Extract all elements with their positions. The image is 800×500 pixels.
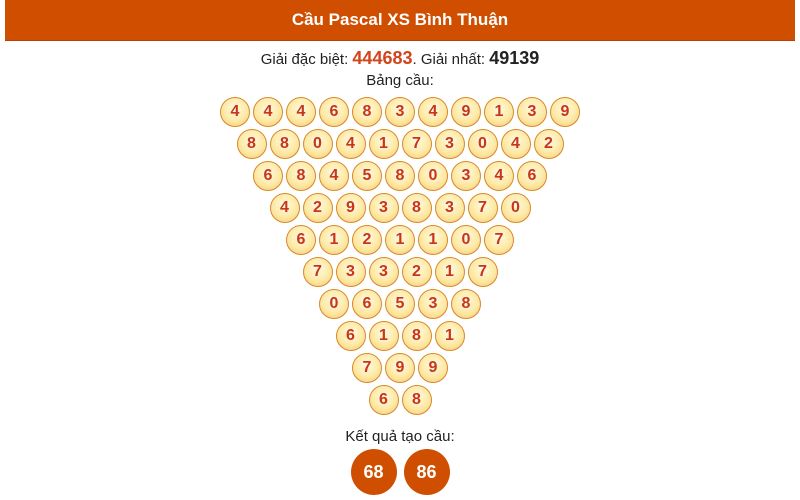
- result-label: Kết quả tạo cầu:: [345, 428, 455, 445]
- digit-ball: 4: [269, 193, 300, 223]
- digit-ball: 0: [500, 193, 531, 223]
- digit-ball: 8: [401, 321, 432, 351]
- digit-ball: 9: [335, 193, 366, 223]
- first-prize-label: Giải nhất:: [420, 51, 490, 68]
- digit-ball: 3: [335, 257, 366, 287]
- digit-ball: 6: [253, 161, 283, 191]
- special-prize-value: 444683: [352, 48, 413, 68]
- digit-ball: 3: [368, 193, 399, 223]
- digit-ball: 0: [319, 289, 349, 319]
- digit-ball: 8: [286, 161, 316, 191]
- digit-ball: 6: [368, 385, 399, 415]
- digit-ball: 8: [451, 289, 481, 319]
- digit-ball: 4: [500, 129, 531, 159]
- page-title: Cầu Pascal XS Bình Thuận: [291, 10, 509, 29]
- digit-ball: 3: [434, 129, 465, 159]
- digit-ball: 2: [352, 225, 382, 255]
- digit-ball: 1: [368, 129, 399, 159]
- digit-ball: 7: [352, 353, 382, 383]
- digit-ball: 9: [451, 97, 481, 127]
- digit-ball: 4: [253, 97, 283, 127]
- digit-ball: 6: [286, 225, 316, 255]
- page-header: Cầu Pascal XS Bình Thuận: [5, 0, 795, 41]
- digit-ball: 1: [319, 225, 349, 255]
- result-ball: 68: [350, 449, 397, 495]
- digit-ball: 7: [401, 129, 432, 159]
- prize-line: Giải đặc biệt: 444683. Giải nhất: 49139: [0, 48, 800, 69]
- digit-ball: 8: [269, 129, 300, 159]
- digit-ball: 3: [385, 97, 415, 127]
- digit-ball: 8: [385, 161, 415, 191]
- digit-ball: 1: [368, 321, 399, 351]
- digit-ball: 5: [385, 289, 415, 319]
- digit-ball: 0: [418, 161, 448, 191]
- results: 68 86: [0, 449, 800, 495]
- digit-ball: 2: [302, 193, 333, 223]
- digit-ball: 1: [418, 225, 448, 255]
- digit-ball: 4: [286, 97, 316, 127]
- digit-ball: 7: [484, 225, 514, 255]
- digit-ball: 8: [401, 193, 432, 223]
- digit-ball: 0: [467, 129, 498, 159]
- digit-ball: 8: [236, 129, 267, 159]
- digit-ball: 0: [451, 225, 481, 255]
- digit-ball: 9: [385, 353, 415, 383]
- prize-separator: .: [412, 51, 421, 68]
- digit-ball: 0: [302, 129, 333, 159]
- digit-ball: 7: [467, 193, 498, 223]
- digit-ball: 4: [335, 129, 366, 159]
- digit-ball: 9: [550, 97, 580, 127]
- special-prize-label: Giải đặc biệt:: [260, 51, 353, 68]
- digit-ball: 3: [418, 289, 448, 319]
- digit-ball: 8: [352, 97, 382, 127]
- digit-ball: 2: [533, 129, 564, 159]
- digit-ball: 9: [418, 353, 448, 383]
- digit-ball: 3: [517, 97, 547, 127]
- digit-ball: 4: [418, 97, 448, 127]
- digit-ball: 3: [451, 161, 481, 191]
- digit-ball: 8: [401, 385, 432, 415]
- digit-ball: 1: [385, 225, 415, 255]
- digit-ball: 1: [484, 97, 514, 127]
- digit-ball: 6: [335, 321, 366, 351]
- table-label: Bảng cầu:: [366, 72, 434, 89]
- digit-ball: 3: [434, 193, 465, 223]
- result-ball: 86: [403, 449, 450, 495]
- digit-ball: 6: [352, 289, 382, 319]
- digit-ball: 1: [434, 321, 465, 351]
- digit-ball: 7: [467, 257, 498, 287]
- digit-ball: 3: [368, 257, 399, 287]
- digit-ball: 6: [319, 97, 349, 127]
- digit-ball: 4: [319, 161, 349, 191]
- digit-ball: 2: [401, 257, 432, 287]
- digit-ball: 5: [352, 161, 382, 191]
- digit-ball: 7: [302, 257, 333, 287]
- digit-ball: 1: [434, 257, 465, 287]
- first-prize-value: 49139: [489, 48, 540, 68]
- digit-ball: 4: [484, 161, 514, 191]
- digit-ball: 4: [220, 97, 250, 127]
- digit-ball: 6: [517, 161, 547, 191]
